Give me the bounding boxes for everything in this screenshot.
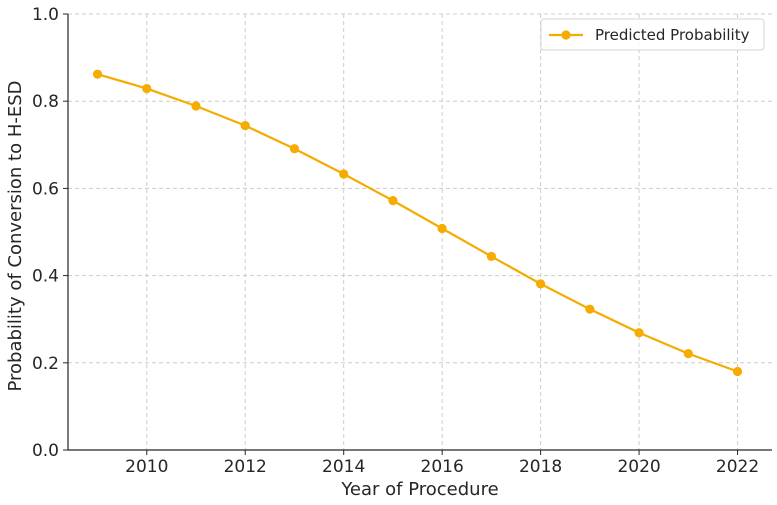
y-tick-label: 0.8: [32, 92, 59, 112]
y-axis-title: Probability of Conversion to H-ESD: [5, 80, 26, 391]
series-layer: [92, 69, 743, 377]
axes: [67, 14, 772, 451]
y-tick-label: 1.0: [32, 5, 59, 25]
legend: Predicted Probability: [540, 18, 765, 51]
x-ticks: 2010 2012 2014 2016 2018 2020 2022: [125, 450, 759, 477]
data-point: [142, 83, 152, 94]
data-point: [585, 304, 595, 314]
data-point: [339, 169, 349, 179]
data-point: [437, 223, 447, 234]
data-point: [92, 69, 103, 79]
y-tick-label: 0.0: [32, 441, 59, 461]
data-point: [634, 328, 644, 338]
x-tick-label: 2014: [322, 457, 365, 477]
x-tick-label: 2016: [421, 457, 464, 477]
x-tick-label: 2020: [617, 457, 660, 477]
x-tick-label: 2010: [125, 457, 168, 477]
legend-label: Predicted Probability: [595, 26, 750, 44]
gridlines: [68, 13, 772, 451]
y-tick-label: 0.2: [32, 354, 59, 374]
x-tick-label: 2022: [716, 457, 759, 477]
y-tick-label: 0.6: [32, 179, 59, 199]
legend-marker-swatch: [561, 30, 571, 40]
data-point: [732, 366, 743, 377]
legend-box: [540, 18, 765, 51]
x-tick-label: 2018: [519, 457, 562, 477]
data-point: [683, 349, 693, 359]
y-tick-label: 0.4: [32, 267, 59, 287]
data-point: [388, 196, 398, 206]
data-point: [240, 121, 250, 131]
data-point: [486, 251, 496, 262]
data-point: [536, 279, 546, 289]
x-tick-label: 2012: [224, 457, 267, 477]
y-ticks: 0.0 0.2 0.4 0.6 0.8 1.0: [32, 5, 68, 461]
data-point: [289, 144, 300, 154]
x-axis-title: Year of Procedure: [340, 479, 498, 500]
data-point: [191, 101, 201, 111]
series-line: [97, 73, 738, 373]
